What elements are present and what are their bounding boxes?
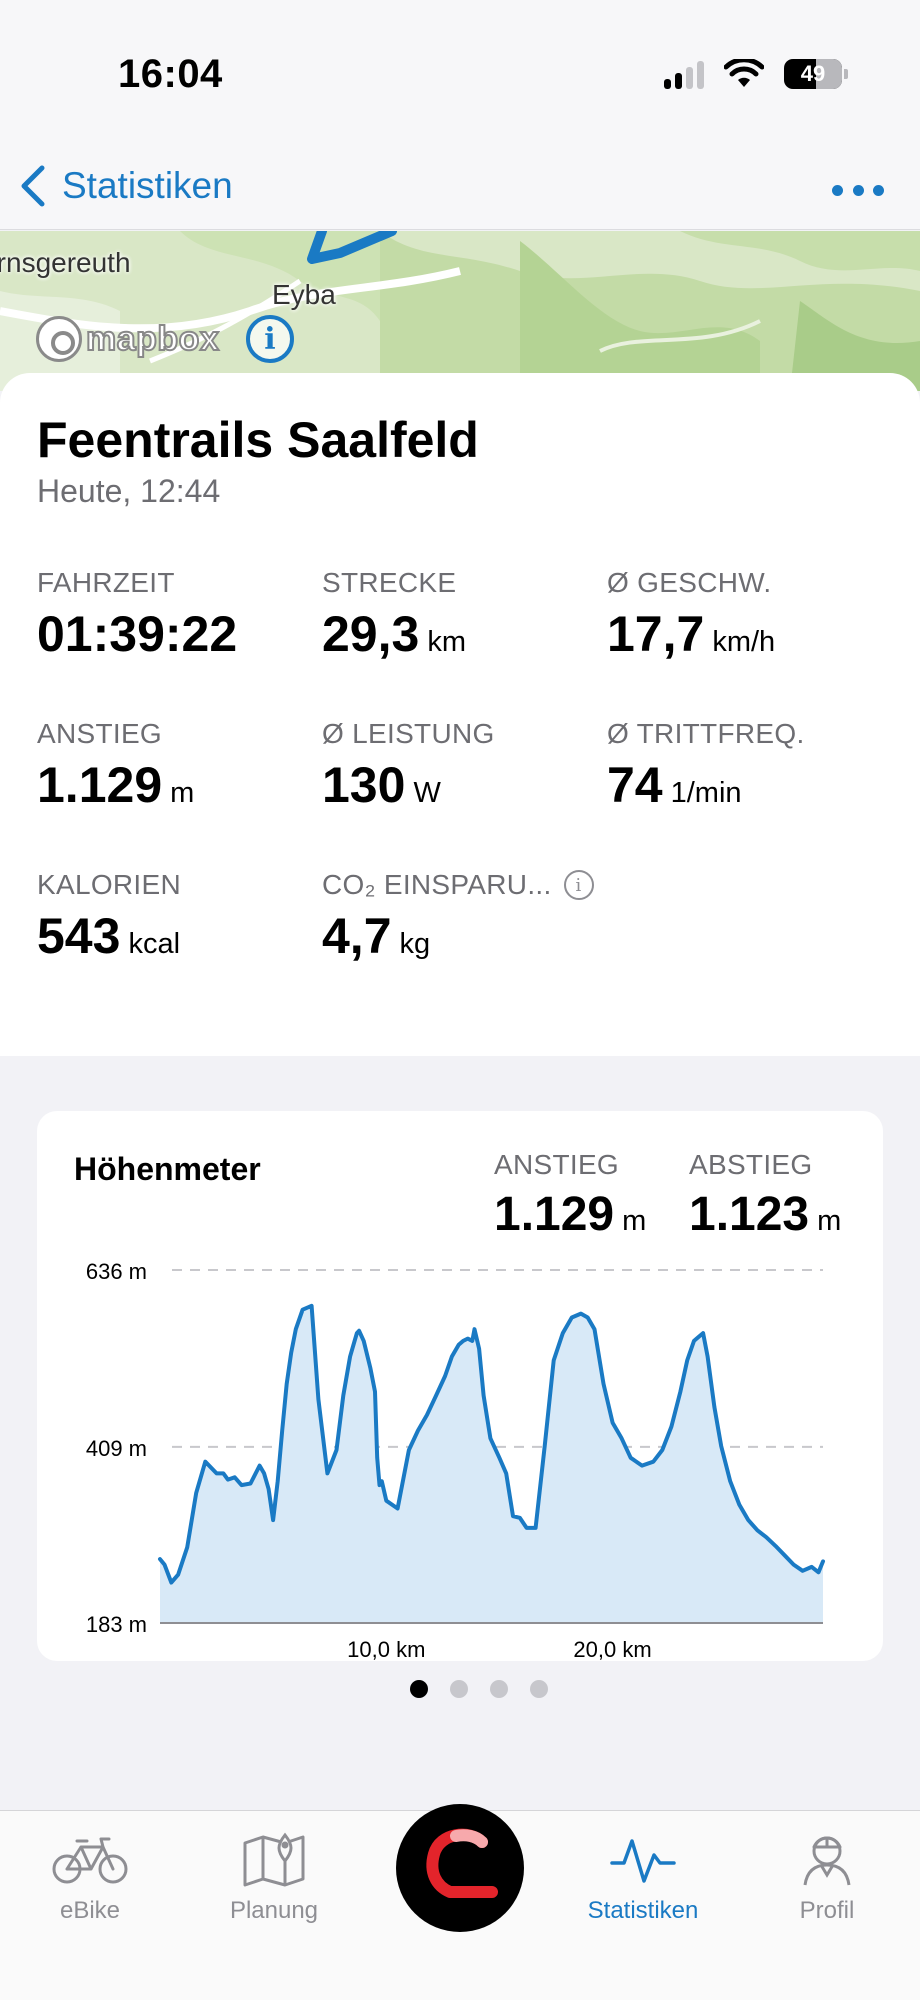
- co2-info-icon[interactable]: i: [563, 870, 594, 900]
- y-tick-label: 183 m: [86, 1612, 147, 1637]
- mapbox-logo: mapbox: [36, 316, 220, 362]
- more-dot-icon: [832, 184, 843, 196]
- elevation-ascent: ANSTIEG 1.129 m: [494, 1149, 646, 1242]
- stat-label: CO₂ EINSPARU... i: [322, 869, 594, 901]
- x-tick-label: 10,0 km: [347, 1637, 425, 1661]
- map-place-label: Eyba: [272, 279, 336, 310]
- map-pin-icon: [243, 1832, 305, 1887]
- stat-label: Ø GESCHW.: [607, 567, 772, 598]
- stat-label: Ø TRITTFREQ.: [607, 718, 805, 749]
- tab-label: Statistiken: [587, 1897, 699, 1924]
- stat-value: 17,7 km/h: [607, 606, 776, 662]
- battery-icon: 49: [784, 59, 848, 89]
- stat-label: ANSTIEG: [37, 718, 163, 749]
- tab-planung[interactable]: Planung: [194, 1831, 354, 1925]
- elevation-card[interactable]: 636 m 409 m 183 m 10,0 km 20,0 km Höhenmeter…: [37, 1111, 883, 1661]
- stat-avg-cadence: Ø TRITTFREQ. 74 1/min: [607, 718, 805, 814]
- navigation-bar: Statistiken: [0, 150, 920, 230]
- stat-value: 1.129 m: [494, 1188, 647, 1241]
- elevation-area: [160, 1305, 823, 1623]
- center-action-button[interactable]: [396, 1804, 524, 1932]
- tab-ebike[interactable]: eBike: [10, 1831, 170, 1925]
- y-tick-label: 636 m: [86, 1259, 147, 1284]
- tab-label: eBike: [59, 1897, 121, 1924]
- back-button-label: Statistiken: [62, 165, 233, 206]
- status-icons: 49: [664, 56, 848, 92]
- stat-label: Ø LEISTUNG: [322, 718, 495, 749]
- stat-label: FAHRZEIT: [37, 567, 175, 598]
- back-button[interactable]: Statistiken: [18, 156, 233, 216]
- elevation-line: [158, 1303, 825, 1585]
- tab-label: Planung: [229, 1897, 319, 1924]
- wifi-icon: [724, 59, 764, 87]
- status-bar: 16:04 49: [0, 0, 920, 150]
- stat-kalorien: KALORIEN 543 kcal: [37, 869, 181, 965]
- stat-co2-savings: CO₂ EINSPARU... i 4,7 kg: [322, 869, 594, 965]
- tab-statistiken[interactable]: Statistiken: [563, 1831, 723, 1925]
- stat-avg-power: Ø LEISTUNG 130 W: [322, 718, 495, 814]
- ride-summary-card: Feentrails Saalfeld Heute, 12:44 FAHRZEI…: [0, 373, 920, 1056]
- tab-label: Profil: [799, 1897, 855, 1924]
- activity-icon: [610, 1839, 676, 1883]
- y-tick-label: 409 m: [86, 1436, 147, 1461]
- stat-label: ABSTIEG: [689, 1149, 813, 1180]
- stat-value: 1.123 m: [689, 1188, 842, 1241]
- stat-label: STRECKE: [322, 567, 457, 598]
- battery-level: 49: [800, 61, 826, 86]
- more-dot-icon: [852, 184, 864, 196]
- page-dot[interactable]: [530, 1680, 548, 1698]
- stat-value: 130 W: [322, 757, 441, 813]
- stat-label: KALORIEN: [37, 869, 181, 900]
- page-indicator: [0, 1680, 920, 1698]
- map-terrain: [0, 231, 920, 391]
- stat-value: 01:39:22: [37, 606, 238, 662]
- stat-value: 74 1/min: [607, 757, 742, 813]
- map-info-icon[interactable]: i: [246, 315, 294, 363]
- elevation-chart: 636 m 409 m 183 m 10,0 km 20,0 km: [86, 1259, 825, 1661]
- stat-value: 1.129 m: [37, 757, 195, 813]
- more-options-button[interactable]: [832, 172, 884, 208]
- stat-value: 4,7 kg: [322, 908, 431, 964]
- map-place-label: Ernsgereuth: [0, 247, 131, 278]
- elevation-descent: ABSTIEG 1.123 m: [689, 1149, 841, 1242]
- x-tick-label: 20,0 km: [573, 1637, 651, 1661]
- page-dot[interactable]: [410, 1680, 428, 1698]
- stat-anstieg: ANSTIEG 1.129 m: [37, 718, 194, 814]
- brand-logo-icon: [426, 1828, 498, 1898]
- ride-date: Heute, 12:44: [37, 473, 221, 509]
- cellular-signal-icon: [664, 59, 704, 89]
- stat-fahrzeit: FAHRZEIT 01:39:22: [37, 567, 237, 663]
- chevron-left-icon: [21, 165, 45, 207]
- status-time: 16:04: [118, 52, 223, 96]
- stat-value: 29,3 km: [322, 606, 466, 662]
- mapbox-logo-icon: [36, 316, 82, 362]
- route-map[interactable]: Ernsgereuth Eyba mapbox i: [0, 231, 920, 391]
- page-dot[interactable]: [450, 1680, 468, 1698]
- mapbox-logo-text: mapbox: [85, 319, 220, 359]
- ride-title: Feentrails Saalfeld: [37, 412, 479, 468]
- more-dot-icon: [873, 184, 884, 196]
- stat-avg-speed: Ø GESCHW. 17,7 km/h: [607, 567, 775, 663]
- tab-profil[interactable]: Profil: [747, 1831, 907, 1925]
- stat-label: ANSTIEG: [494, 1149, 620, 1180]
- bike-icon: [52, 1837, 128, 1884]
- elevation-title: Höhenmeter: [74, 1151, 261, 1187]
- profile-icon: [803, 1836, 851, 1886]
- page-dot[interactable]: [490, 1680, 508, 1698]
- stat-strecke: STRECKE 29,3 km: [322, 567, 466, 663]
- stat-value: 543 kcal: [37, 908, 181, 964]
